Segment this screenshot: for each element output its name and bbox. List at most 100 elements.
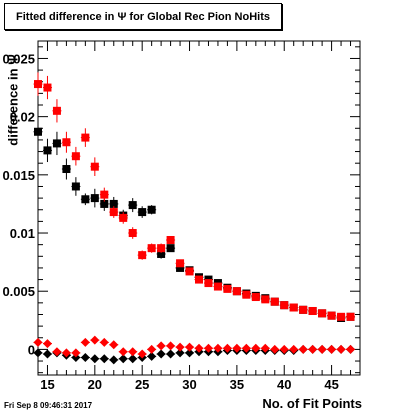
data-point-square	[223, 284, 232, 293]
data-markers	[33, 72, 356, 365]
data-point-diamond	[147, 351, 157, 361]
x-tick-label: 15	[40, 377, 54, 392]
data-point-square	[166, 244, 175, 253]
data-point-diamond	[156, 341, 166, 351]
data-point-square	[62, 138, 71, 147]
data-point-diamond	[166, 349, 176, 359]
data-point-square	[147, 205, 156, 214]
data-point-square	[109, 199, 118, 208]
data-point-diamond	[99, 337, 109, 347]
data-point-diamond	[33, 337, 43, 347]
timestamp-label: Fri Sep 8 09:46:31 2017	[4, 401, 93, 410]
data-point-diamond	[270, 344, 280, 354]
x-tick-label: 35	[230, 377, 244, 392]
data-point-square	[204, 279, 213, 288]
data-point-square	[128, 201, 137, 210]
data-point-diamond	[80, 337, 90, 347]
x-axis-label: No. of Fit Points	[262, 396, 362, 411]
data-point-square	[90, 162, 99, 171]
data-point-square	[261, 295, 270, 304]
data-point-square	[43, 83, 52, 92]
y-tick-label: 0.025	[2, 51, 35, 66]
data-point-diamond	[118, 354, 128, 364]
data-point-diamond	[289, 344, 299, 354]
data-point-diamond	[118, 347, 128, 357]
data-point-diamond	[52, 347, 62, 357]
y-tick-label: 0.02	[10, 110, 35, 125]
data-point-diamond	[222, 343, 232, 353]
data-point-diamond	[308, 344, 318, 354]
data-point-diamond	[61, 348, 71, 358]
data-point-diamond	[175, 348, 185, 358]
data-point-square	[232, 287, 241, 296]
data-point-square	[109, 208, 118, 217]
data-point-diamond	[175, 342, 185, 352]
data-point-diamond	[279, 344, 289, 354]
data-point-square	[195, 275, 203, 284]
data-point-diamond	[71, 353, 81, 363]
data-point-diamond	[327, 344, 337, 354]
plot-title: Fitted difference in Ψ for Global Rec Pi…	[16, 10, 270, 23]
y-tick-label: 0.015	[2, 168, 35, 183]
axis-ticks: 15 20 25 30 35 40 45 0 0.005 0.01 0.015 0.02 0.025	[2, 41, 361, 392]
data-point-diamond	[317, 344, 327, 354]
data-point-square	[71, 182, 80, 191]
data-point-square	[280, 301, 289, 310]
data-point-square	[299, 305, 308, 314]
data-point-diamond	[71, 348, 81, 358]
data-point-diamond	[260, 343, 270, 353]
data-point-square	[242, 290, 251, 299]
data-point-square	[52, 106, 61, 115]
data-point-diamond	[42, 339, 52, 349]
plot-frame	[37, 40, 361, 376]
data-point-square	[147, 244, 156, 253]
data-point-square	[81, 133, 90, 142]
data-point-diamond	[99, 354, 109, 364]
data-point-diamond	[80, 353, 90, 363]
data-point-square	[166, 236, 175, 245]
data-point-square	[81, 195, 90, 204]
data-point-diamond	[90, 335, 100, 345]
data-point-diamond	[128, 347, 138, 357]
y-axis-label: difference in Ψ	[5, 54, 21, 146]
data-point-diamond	[251, 343, 261, 353]
data-point-square	[289, 303, 298, 312]
data-point-diamond	[213, 343, 223, 353]
data-point-square	[138, 208, 147, 217]
data-point-diamond	[241, 343, 251, 353]
data-point-square	[327, 311, 336, 320]
data-point-square	[119, 213, 128, 222]
data-point-diamond	[137, 349, 147, 359]
data-point-square	[251, 293, 260, 302]
data-point-square	[71, 152, 80, 161]
data-point-diamond	[128, 354, 138, 364]
data-point-diamond	[194, 343, 204, 353]
data-point-diamond	[203, 343, 213, 353]
data-point-diamond	[90, 354, 100, 364]
data-point-square	[346, 312, 355, 321]
y-tick-label: 0.005	[2, 284, 35, 299]
data-point-square	[62, 165, 71, 174]
data-point-square	[337, 312, 346, 321]
data-point-diamond	[109, 355, 119, 365]
data-point-square	[157, 249, 166, 258]
data-point-diamond	[42, 349, 52, 359]
data-point-square	[34, 127, 42, 136]
data-point-square	[308, 306, 317, 315]
x-tick-label: 20	[88, 377, 102, 392]
data-point-square	[213, 282, 222, 291]
data-point-square	[176, 263, 185, 272]
x-tick-label: 45	[324, 377, 338, 392]
data-point-diamond	[336, 344, 346, 354]
data-point-diamond	[156, 349, 166, 359]
data-point-square	[185, 267, 194, 276]
data-point-diamond	[185, 348, 195, 358]
x-tick-label: 40	[277, 377, 291, 392]
data-point-square	[52, 139, 61, 148]
data-point-diamond	[346, 344, 356, 354]
data-point-square	[138, 251, 147, 260]
data-point-square	[176, 259, 185, 268]
data-point-square	[43, 146, 52, 155]
data-point-diamond	[147, 344, 157, 354]
